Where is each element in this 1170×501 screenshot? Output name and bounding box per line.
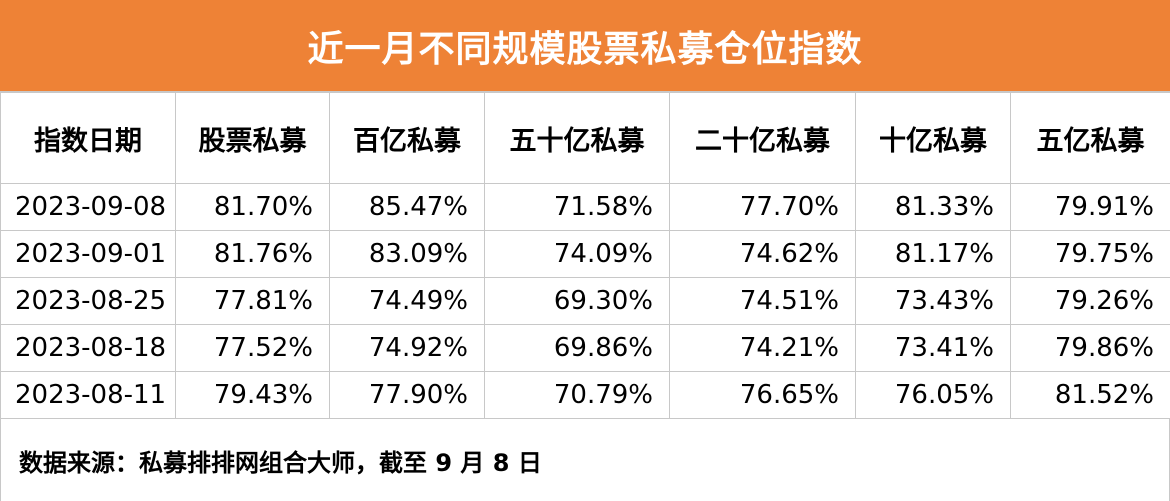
percent-cell: 73.41%	[856, 325, 1011, 372]
percent-cell: 70.79%	[485, 372, 670, 419]
percent-cell: 74.09%	[485, 231, 670, 278]
column-header: 五十亿私募	[485, 93, 670, 184]
percent-cell: 81.17%	[856, 231, 1011, 278]
percent-cell: 71.58%	[485, 184, 670, 231]
percent-cell: 83.09%	[330, 231, 485, 278]
date-cell: 2023-08-11	[1, 372, 176, 419]
date-cell: 2023-08-18	[1, 325, 176, 372]
date-cell: 2023-09-08	[1, 184, 176, 231]
percent-cell: 79.43%	[176, 372, 330, 419]
column-header: 五亿私募	[1011, 93, 1170, 184]
percent-cell: 77.90%	[330, 372, 485, 419]
percent-cell: 79.91%	[1011, 184, 1170, 231]
percent-cell: 76.65%	[670, 372, 856, 419]
table-header-row: 指数日期股票私募百亿私募五十亿私募二十亿私募十亿私募五亿私募	[1, 93, 1170, 184]
percent-cell: 74.51%	[670, 278, 856, 325]
column-header: 二十亿私募	[670, 93, 856, 184]
position-index-table: 指数日期股票私募百亿私募五十亿私募二十亿私募十亿私募五亿私募 2023-09-0…	[0, 92, 1170, 419]
column-header: 股票私募	[176, 93, 330, 184]
percent-cell: 74.21%	[670, 325, 856, 372]
percent-cell: 81.76%	[176, 231, 330, 278]
percent-cell: 74.92%	[330, 325, 485, 372]
percent-cell: 73.43%	[856, 278, 1011, 325]
column-header: 十亿私募	[856, 93, 1011, 184]
percent-cell: 74.49%	[330, 278, 485, 325]
percent-cell: 79.86%	[1011, 325, 1170, 372]
percent-cell: 77.81%	[176, 278, 330, 325]
column-header: 百亿私募	[330, 93, 485, 184]
percent-cell: 81.33%	[856, 184, 1011, 231]
date-cell: 2023-09-01	[1, 231, 176, 278]
column-header: 指数日期	[1, 93, 176, 184]
percent-cell: 81.52%	[1011, 372, 1170, 419]
percent-cell: 85.47%	[330, 184, 485, 231]
percent-cell: 79.75%	[1011, 231, 1170, 278]
percent-cell: 77.52%	[176, 325, 330, 372]
percent-cell: 69.30%	[485, 278, 670, 325]
date-cell: 2023-08-25	[1, 278, 176, 325]
page-title: 近一月不同规模股票私募仓位指数	[0, 0, 1170, 92]
percent-cell: 77.70%	[670, 184, 856, 231]
percent-cell: 69.86%	[485, 325, 670, 372]
percent-cell: 79.26%	[1011, 278, 1170, 325]
percent-cell: 74.62%	[670, 231, 856, 278]
percent-cell: 81.70%	[176, 184, 330, 231]
data-source-note: 数据来源：私募排排网组合大师，截至 9 月 8 日	[0, 419, 1170, 501]
percent-cell: 76.05%	[856, 372, 1011, 419]
